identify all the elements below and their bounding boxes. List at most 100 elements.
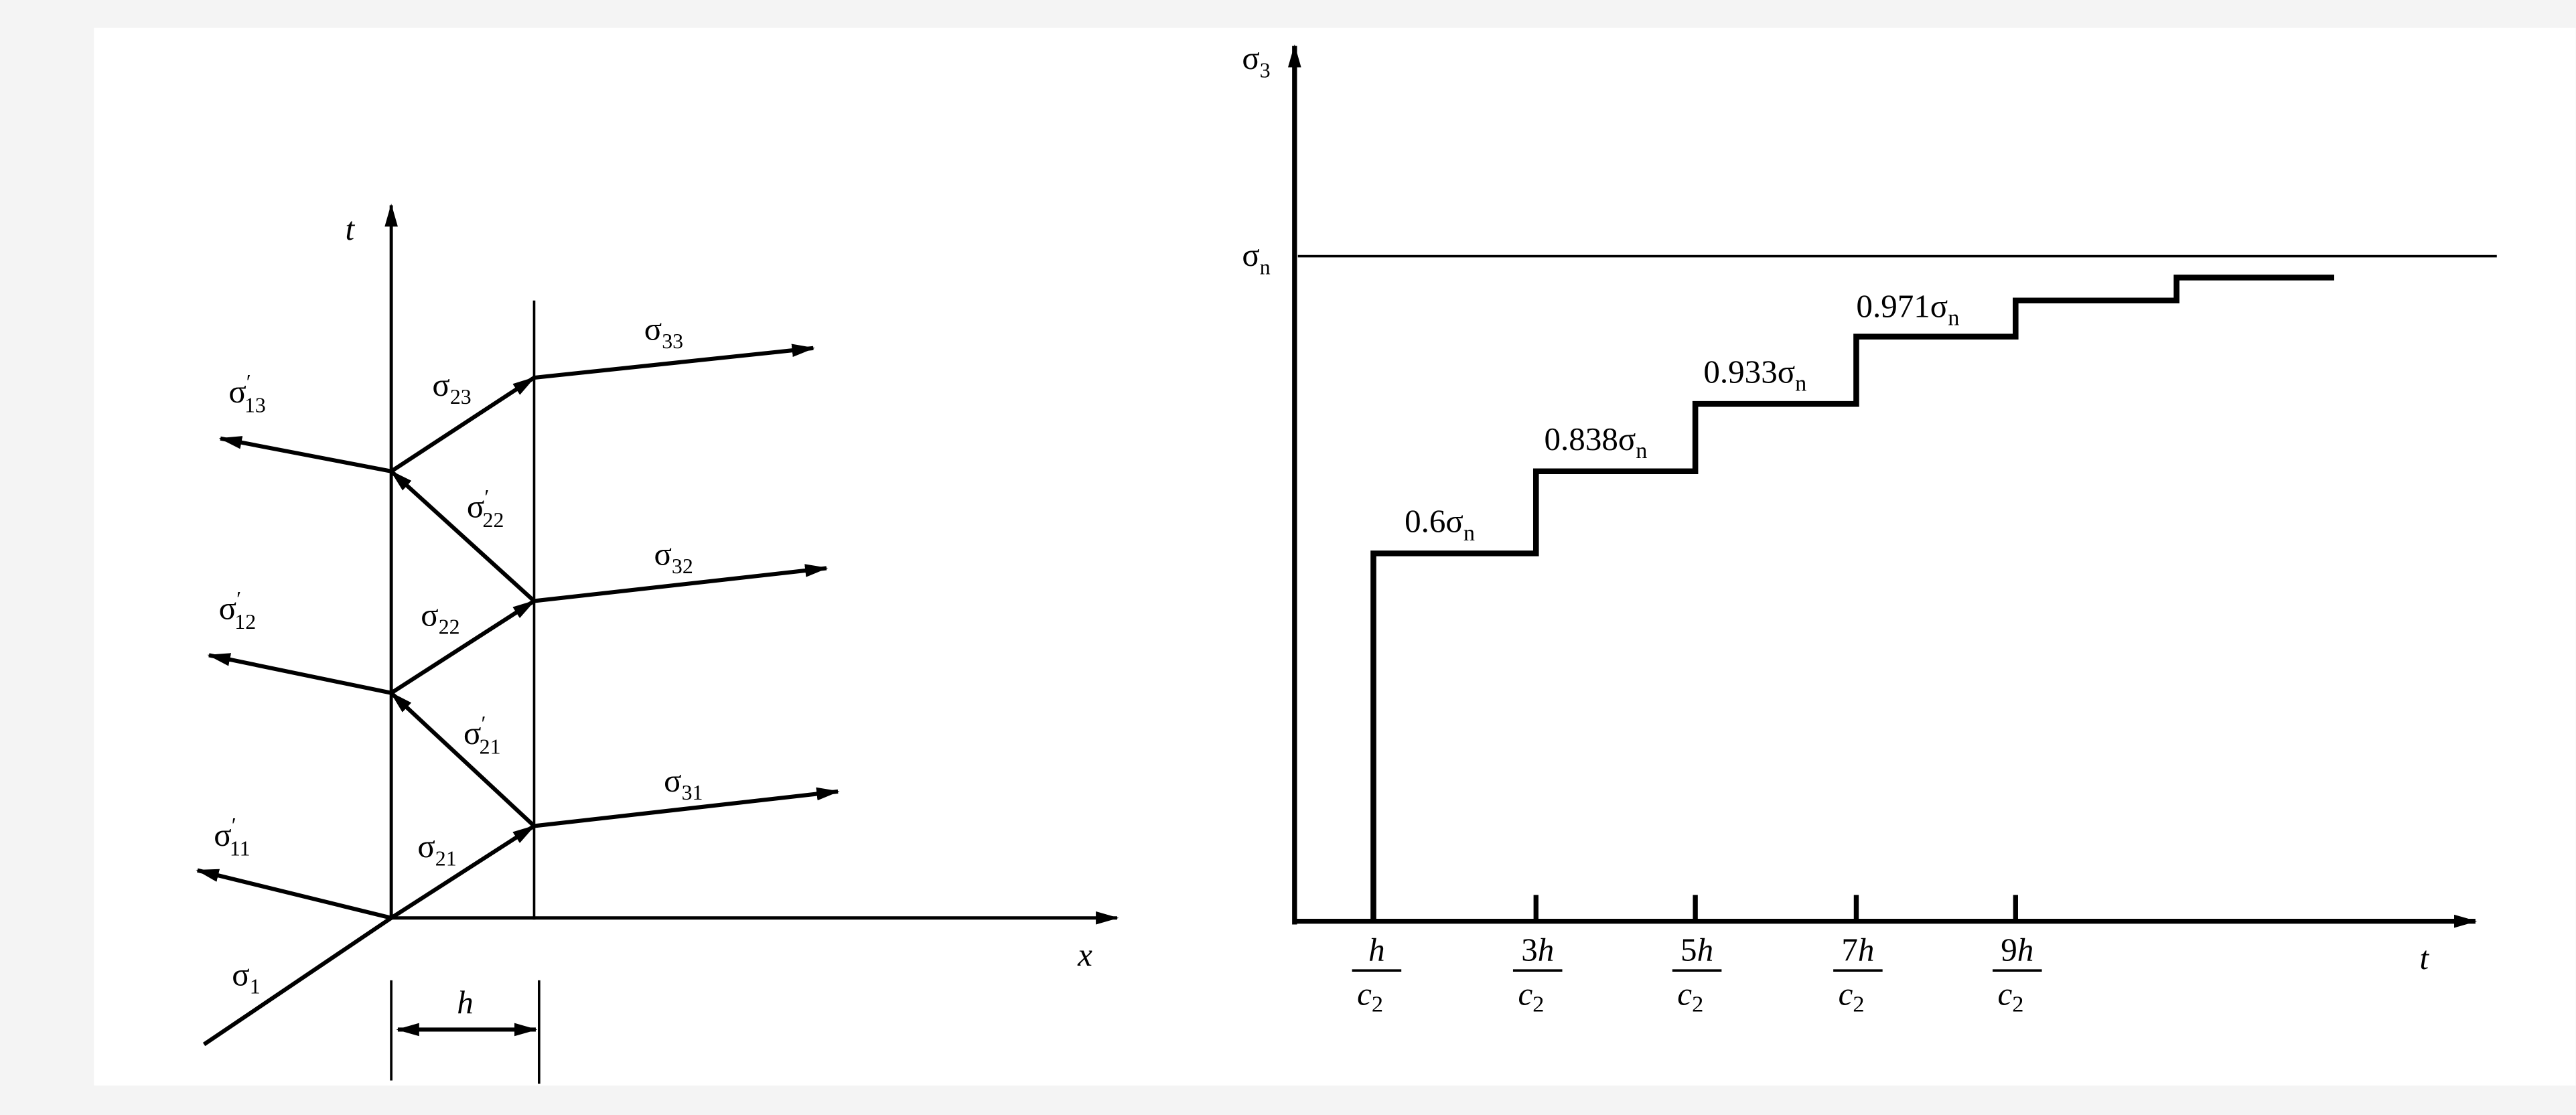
wave-label: σ′ 22 (467, 486, 504, 532)
subscript: n (1795, 371, 1806, 396)
variable: c (1839, 976, 1853, 1013)
fraction-numerator: 5h (1680, 931, 1713, 968)
subscript: 22 (439, 615, 460, 639)
variable: h (1368, 931, 1385, 968)
wave-ray (534, 564, 829, 603)
subscript: 21 (480, 735, 501, 759)
symbol: σ (1242, 236, 1259, 273)
panel (94, 27, 2576, 1086)
coefficient: 0.933 (1703, 353, 1777, 390)
subscript: 2 (1532, 992, 1544, 1017)
coefficient: 9 (2001, 931, 2017, 968)
symbol: σ (463, 715, 481, 751)
wave-label: σ′ 21 (463, 712, 500, 758)
symbol: σ (654, 536, 671, 573)
wave-ray (207, 653, 392, 695)
variable: c (1357, 976, 1372, 1013)
variable: h (1858, 931, 1875, 968)
fraction-denominator: c2 (1357, 976, 1383, 1017)
wave-label: σ′ 13 (228, 370, 265, 417)
subscript: 21 (435, 846, 457, 870)
symbol: σ (664, 762, 681, 799)
subscript: 22 (483, 508, 504, 532)
step-response (1370, 275, 2335, 921)
fraction-numerator: 9h (2001, 931, 2033, 968)
symbol: σ (1445, 502, 1463, 539)
wave-ray (390, 376, 536, 473)
variable: h (2017, 931, 2034, 968)
prime: ′ (484, 486, 489, 509)
wave-ray (390, 691, 536, 828)
wave-label: σ23 (432, 366, 471, 408)
wave-ray (534, 787, 840, 828)
axis-label: σ3 (1242, 40, 1270, 82)
symbol: σ (417, 828, 435, 865)
wave-label: σ31 (664, 762, 703, 804)
subscript: 2 (1692, 992, 1703, 1017)
wave-label: σ′ 11 (214, 814, 250, 860)
wave-label: σ21 (417, 828, 456, 870)
subscript: 3 (1260, 58, 1271, 82)
fraction-denominator: c2 (1839, 976, 1865, 1017)
subscript: 1 (250, 975, 261, 998)
coefficient: 7 (1841, 931, 1858, 968)
fraction-numerator: 3h (1521, 931, 1554, 968)
wave-ray (390, 599, 536, 695)
wave-ray (390, 469, 536, 603)
variable: h (1697, 931, 1714, 968)
fraction-denominator: c2 (1518, 976, 1544, 1017)
dimension-label: h (457, 984, 474, 1021)
variable: c (1677, 976, 1692, 1013)
subscript: 32 (672, 554, 693, 578)
subscript: n (1948, 305, 1959, 331)
coefficient: 0.6 (1405, 502, 1445, 539)
symbol: σ (1242, 40, 1259, 76)
wave-label: σ′ 12 (219, 587, 256, 634)
coefficient: 3 (1521, 931, 1538, 968)
fraction-denominator: c2 (1677, 976, 1703, 1017)
symbol: σ (644, 311, 662, 348)
prime: ′ (232, 814, 236, 837)
symbol: σ (219, 589, 236, 626)
subscript: 31 (682, 781, 703, 804)
level-label: 0.971σn (1856, 287, 1959, 330)
wave-label: σ22 (421, 596, 459, 638)
subscript: 11 (230, 837, 251, 861)
subscript: n (1463, 520, 1475, 546)
wave-label: σ33 (644, 311, 683, 353)
level-label: 0.838σn (1545, 421, 1648, 463)
wave-ray (534, 344, 815, 380)
prime: ′ (481, 712, 486, 735)
subscript: 33 (662, 329, 683, 353)
coefficient: 0.971 (1856, 287, 1930, 324)
symbol: σ (214, 816, 231, 853)
fraction-numerator: 7h (1841, 931, 1874, 968)
reference-label: σn (1242, 236, 1270, 279)
axis-label: t (345, 210, 355, 247)
subscript: 2 (1372, 992, 1383, 1017)
symbol: σ (467, 488, 484, 524)
wave-label: σ32 (654, 536, 693, 578)
wave-ray (196, 868, 392, 920)
subscript: 2 (1853, 992, 1864, 1017)
variable: c (1518, 976, 1532, 1013)
symbol: σ (1778, 353, 1795, 390)
subscript: 23 (450, 385, 472, 408)
symbol: σ (421, 596, 438, 633)
fraction-denominator: c2 (1997, 976, 2023, 1017)
prime: ′ (236, 587, 241, 611)
subscript: n (1260, 256, 1271, 279)
variable: h (1538, 931, 1555, 968)
symbol: σ (432, 366, 449, 403)
wave-label: σ1 (232, 956, 260, 998)
wave-ray (390, 824, 536, 920)
coefficient: 5 (1680, 931, 1697, 968)
symbol: σ (232, 956, 249, 992)
symbol: σ (1618, 421, 1636, 457)
subscript: 13 (244, 393, 266, 417)
level-label: 0.933σn (1703, 353, 1806, 396)
wave-ray (202, 916, 392, 1047)
